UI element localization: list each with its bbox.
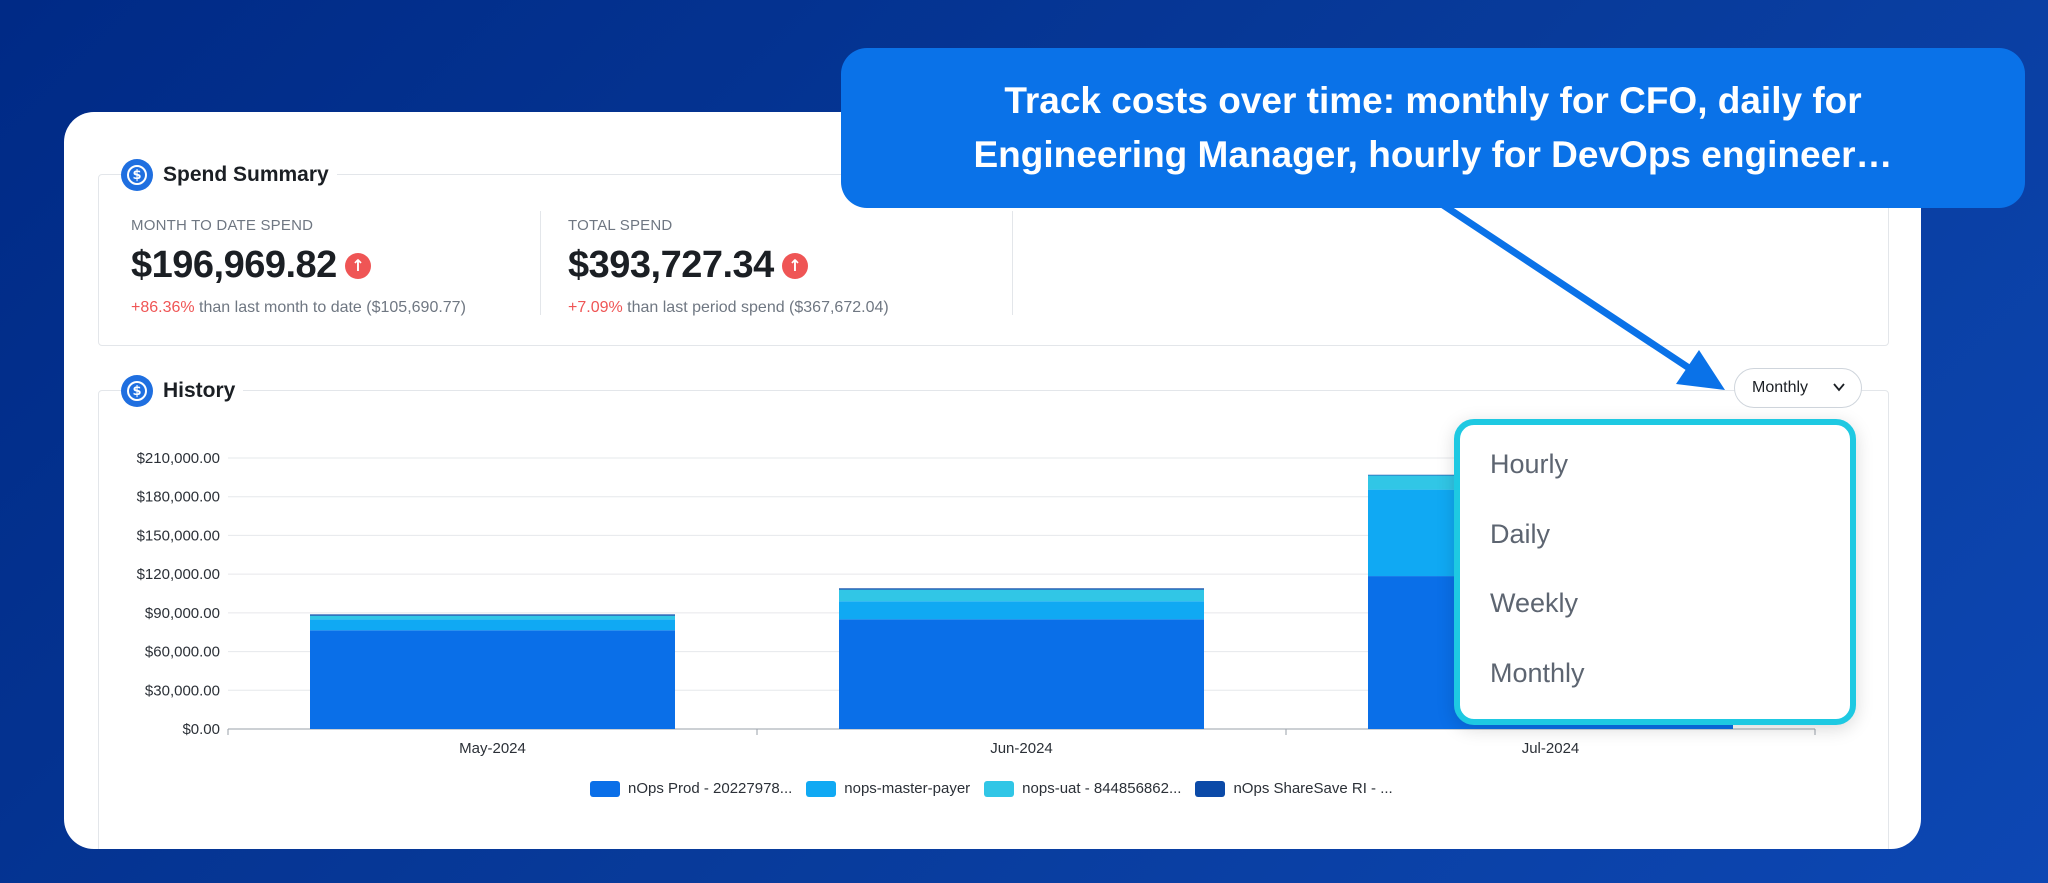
arrow-up-icon: ↑ (781, 252, 808, 279)
chevron-down-icon (1833, 383, 1845, 392)
total-spend-value-row: $393,727.34 ↑ (568, 244, 889, 287)
callout-bubble: Track costs over time: monthly for CFO, … (841, 48, 2025, 208)
legend-item[interactable]: nOps ShareSave RI - ... (1195, 780, 1393, 797)
x-tick-label: Jul-2024 (1522, 740, 1580, 757)
granularity-selected-value: Monthly (1752, 379, 1809, 396)
dollar-icon: $ (121, 375, 153, 407)
option-weekly[interactable]: Weekly (1490, 588, 1579, 618)
history-header: $ History (121, 374, 244, 408)
y-tick-label: $60,000.00 (145, 644, 220, 661)
bar-segment (839, 589, 1204, 602)
total-change-pct: +7.09% (568, 299, 623, 316)
bar-segment (839, 619, 1204, 729)
chart-legend: nOps Prod - 20227978... nops-master-payer… (590, 780, 1393, 797)
y-tick-label: $150,000.00 (137, 527, 220, 544)
mtd-change-pct: +86.36% (131, 299, 195, 316)
mtd-spend-value: $196,969.82 (131, 244, 337, 286)
y-tick-label: $120,000.00 (137, 566, 220, 583)
legend-swatch (590, 780, 620, 797)
legend-label: nOps Prod - 20227978... (628, 780, 793, 797)
bar-segment (310, 615, 675, 620)
granularity-select[interactable]: Monthly (1734, 368, 1862, 408)
granularity-dropdown: Hourly Daily Weekly Monthly (1454, 419, 1856, 725)
y-tick-label: $90,000.00 (145, 605, 220, 622)
y-tick-label: $30,000.00 (145, 682, 220, 699)
legend-swatch (806, 780, 837, 797)
x-tick-label: Jun-2024 (990, 740, 1053, 757)
total-spend-label: TOTAL SPEND (568, 217, 673, 234)
spend-summary-title: Spend Summary (163, 163, 329, 186)
bar-segment (310, 619, 675, 631)
x-tick-label: May-2024 (459, 740, 526, 757)
metric-divider (540, 211, 541, 315)
mtd-spend-label: MONTH TO DATE SPEND (131, 217, 314, 234)
legend-item[interactable]: nops-uat - 844856862... (984, 780, 1181, 797)
total-spend-value: $393,727.34 (568, 244, 774, 286)
option-hourly[interactable]: Hourly (1490, 449, 1569, 479)
mtd-spend-metric: MONTH TO DATE SPEND $196,969.82 ↑ +86.36… (131, 217, 466, 317)
bar-segment (310, 630, 675, 729)
y-tick-label: $180,000.00 (137, 489, 220, 506)
spend-summary-header: $ Spend Summary (121, 158, 337, 192)
history-title: History (163, 379, 236, 402)
legend-label: nOps ShareSave RI - ... (1233, 780, 1393, 797)
mtd-spend-change: +86.36% than last month to date ($105,69… (131, 299, 466, 317)
mtd-spend-value-row: $196,969.82 ↑ (131, 244, 466, 287)
mtd-change-text: than last month to date ($105,690.77) (194, 299, 466, 316)
legend-swatch (1195, 780, 1226, 797)
total-spend-change: +7.09% than last period spend ($367,672.… (568, 299, 889, 317)
total-spend-metric: TOTAL SPEND $393,727.34 ↑ +7.09% than la… (568, 217, 889, 317)
legend-label: nops-uat - 844856862... (1022, 780, 1182, 797)
option-daily[interactable]: Daily (1490, 519, 1551, 549)
total-change-text: than last period spend ($367,672.04) (622, 299, 889, 316)
arrow-up-icon: ↑ (344, 252, 371, 279)
callout-line-2: Engineering Manager, hourly for DevOps e… (973, 134, 1893, 175)
callout-line-1: Track costs over time: monthly for CFO, … (1004, 80, 1862, 121)
bar-segment (310, 614, 675, 616)
y-tick-label: $0.00 (182, 721, 220, 738)
legend-item[interactable]: nops-master-payer (806, 780, 970, 797)
dollar-icon: $ (121, 159, 153, 191)
legend-item[interactable]: nOps Prod - 20227978... (590, 780, 792, 797)
y-tick-label: $210,000.00 (137, 450, 220, 467)
option-monthly[interactable]: Monthly (1490, 658, 1585, 688)
metric-divider (1012, 211, 1013, 315)
bar-segment (839, 588, 1204, 590)
legend-swatch (984, 780, 1015, 797)
bar-segment (839, 601, 1204, 620)
legend-label: nops-master-payer (844, 780, 971, 797)
